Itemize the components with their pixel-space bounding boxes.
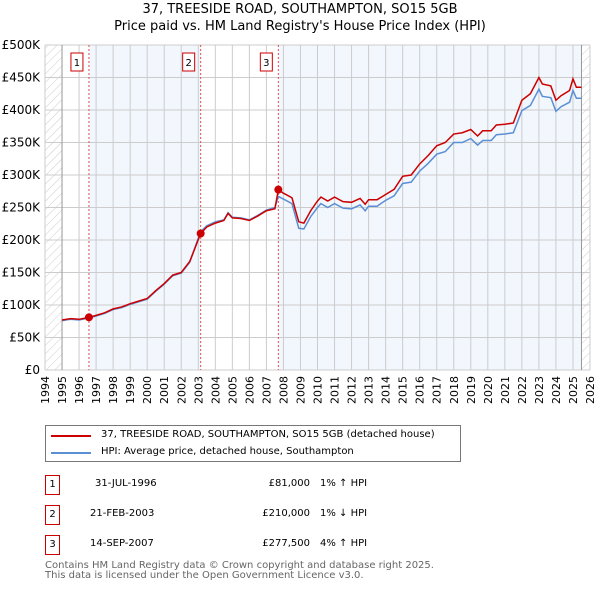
y-tick-label: £200K (2, 233, 42, 247)
y-tick-label: £450K (2, 71, 42, 85)
sale-date: 14-SEP-2007 (90, 538, 154, 549)
x-tick-label: 2014 (380, 376, 393, 404)
y-tick-label: £300K (2, 168, 42, 182)
y-tick-label: £0 (25, 363, 40, 377)
x-tick-label: 2001 (158, 376, 171, 404)
y-tick-label: £250K (2, 201, 42, 215)
x-tick-label: 2008 (277, 376, 290, 404)
sale-row: 1 31-JUL-1996 £81,000 1% ↑ HPI (45, 475, 465, 495)
sale-point (196, 229, 205, 238)
x-tick-label: 1999 (124, 376, 137, 404)
x-tick-label: 1995 (56, 376, 69, 404)
x-tick-label: 2021 (499, 376, 512, 404)
x-tick-label: 2015 (397, 376, 410, 404)
x-tick-label: 2022 (516, 376, 529, 404)
y-tick-label: £50K (9, 331, 41, 345)
x-tick-label: 2017 (431, 376, 444, 404)
x-tick-label: 2024 (550, 376, 563, 404)
sale-row: 2 21-FEB-2003 £210,000 1% ↓ HPI (45, 505, 465, 525)
x-tick-label: 2011 (329, 376, 342, 404)
x-tick-label: 2006 (243, 376, 256, 404)
x-tick-label: 2010 (312, 376, 325, 404)
x-tick-label: 2023 (533, 376, 546, 404)
footer: Contains HM Land Registry data © Crown c… (45, 561, 434, 581)
sale-price: £81,000 (268, 478, 310, 489)
sale-number: 1 (45, 475, 60, 495)
x-tick-label: 1996 (73, 376, 86, 404)
x-tick-label: 2003 (192, 376, 205, 404)
y-tick-label: £400K (2, 103, 42, 117)
sale-date: 21-FEB-2003 (90, 508, 155, 519)
legend-property: 37, TREESIDE ROAD, SOUTHAMPTON, SO15 5GB… (101, 429, 435, 440)
property-price-line (61, 75, 582, 321)
y-tick-label: £100K (2, 298, 42, 312)
x-tick-label: 2018 (448, 376, 461, 404)
x-tick-label: 2020 (482, 376, 495, 404)
x-tick-label: 2013 (363, 376, 376, 404)
x-tick-label: 2002 (175, 376, 188, 404)
sale-label: 1 (74, 58, 80, 69)
sale-price: £210,000 (262, 508, 310, 519)
x-tick-label: 2007 (260, 376, 273, 404)
y-tick-label: £350K (2, 136, 42, 150)
x-tick-label: 2005 (226, 376, 239, 404)
x-tick-label: 1997 (90, 376, 103, 404)
price-chart: 1994 1995 1996 1997 1998 1999 2000 2001 2002 2003… (2, 38, 597, 404)
x-tick-label: 1994 (39, 376, 52, 404)
y-tick-label: £150K (2, 266, 42, 280)
legend-red-line (51, 435, 91, 437)
sale-hpi-diff: 1% ↑ HPI (320, 478, 368, 489)
sale-label-box (259, 52, 273, 72)
x-tick-label: 2004 (209, 376, 222, 404)
sale-row: 3 14-SEP-2007 £277,500 4% ↑ HPI (45, 535, 465, 555)
x-tick-label: 2009 (294, 376, 307, 404)
legend-blue-line (51, 452, 91, 454)
y-tick-label: £500K (2, 38, 42, 52)
x-tick-label: 2016 (414, 376, 427, 404)
footer-line: Contains HM Land Registry data © Crown c… (45, 560, 434, 571)
sale-hpi-diff: 4% ↑ HPI (320, 538, 368, 549)
sale-number: 3 (45, 535, 60, 555)
sale-point (84, 313, 93, 322)
sale-label: 3 (263, 58, 269, 69)
x-tick-label: 2026 (584, 376, 597, 404)
sale-date: 31-JUL-1996 (95, 478, 157, 489)
x-tick-label: 2025 (567, 376, 580, 404)
sale-label-box (70, 52, 84, 72)
x-tick-label: 2012 (346, 376, 359, 404)
x-tick-label: 2000 (141, 376, 154, 404)
x-tick-label: 2019 (465, 376, 478, 404)
legend-hpi: HPI: Average price, detached house, Sout… (101, 446, 354, 457)
sale-label-box (182, 52, 196, 72)
x-tick-label: 1998 (107, 376, 120, 404)
sale-label: 2 (185, 58, 191, 69)
sale-point (274, 185, 283, 194)
sale-price: £277,500 (262, 538, 310, 549)
chart-subtitle: Price paid vs. HM Land Registry's House … (114, 19, 486, 34)
chart-legend: 37, TREESIDE ROAD, SOUTHAMPTON, SO15 5GB… (45, 425, 461, 462)
sale-hpi-diff: 1% ↓ HPI (320, 508, 368, 519)
footer-line: This data is licensed under the Open Gov… (45, 570, 364, 581)
chart-title: 37, TREESIDE ROAD, SOUTHAMPTON, SO15 5GB (142, 2, 458, 17)
sale-number: 2 (45, 505, 60, 525)
